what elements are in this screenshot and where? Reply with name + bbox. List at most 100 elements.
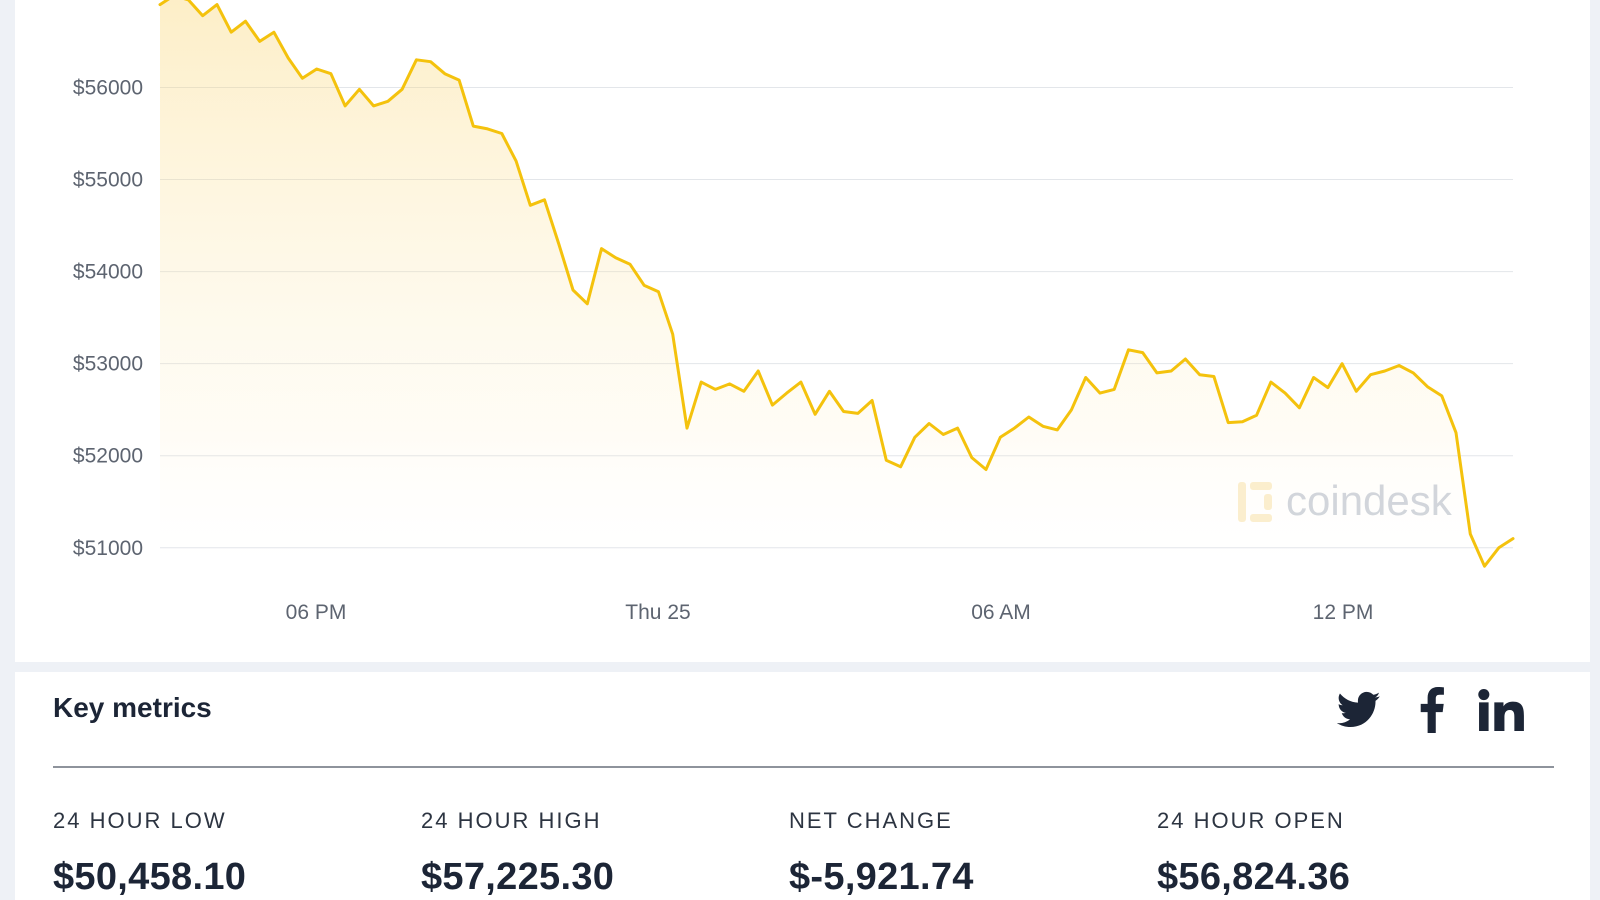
price-point[interactable] (200, 13, 206, 19)
price-point[interactable] (1083, 375, 1089, 381)
price-point[interactable] (599, 246, 605, 252)
price-point[interactable] (1182, 356, 1188, 362)
x-tick-label: 06 PM (286, 601, 347, 624)
price-point[interactable] (328, 71, 334, 77)
price-point[interactable] (428, 59, 434, 65)
price-point[interactable] (1410, 370, 1416, 376)
price-point[interactable] (228, 29, 234, 35)
share-facebook-button[interactable] (1419, 686, 1445, 734)
price-point[interactable] (798, 379, 804, 385)
share-linkedin-button[interactable] (1478, 686, 1524, 734)
price-point[interactable] (413, 57, 419, 63)
price-point[interactable] (1282, 390, 1288, 396)
price-point[interactable] (997, 434, 1003, 440)
price-point[interactable] (456, 77, 462, 83)
price-point[interactable] (1382, 368, 1388, 374)
price-point[interactable] (1111, 386, 1117, 392)
price-point[interactable] (727, 381, 733, 387)
price-point[interactable] (385, 98, 391, 104)
price-point[interactable] (841, 409, 847, 415)
price-point[interactable] (1296, 405, 1302, 411)
price-point[interactable] (613, 255, 619, 261)
price-point[interactable] (470, 123, 476, 129)
price-point[interactable] (826, 388, 832, 394)
price-point[interactable] (1339, 361, 1345, 367)
price-point[interactable] (755, 368, 761, 374)
price-point[interactable] (712, 386, 718, 392)
price-point[interactable] (499, 131, 505, 137)
price-point[interactable] (1439, 393, 1445, 399)
price-chart[interactable]: coindesk $51000 $52000 $53000 $54000 $55000 $… (15, 0, 1590, 662)
y-tick-label: $52000 (73, 445, 143, 468)
price-point[interactable] (1040, 423, 1046, 429)
price-point[interactable] (1140, 350, 1146, 356)
price-point[interactable] (926, 421, 932, 427)
price-point[interactable] (556, 241, 562, 247)
price-point[interactable] (869, 398, 875, 404)
price-point[interactable] (1168, 368, 1174, 374)
price-point[interactable] (157, 2, 163, 8)
price-point[interactable] (1254, 412, 1260, 418)
price-point[interactable] (1467, 531, 1473, 537)
price-point[interactable] (342, 103, 348, 109)
price-point[interactable] (812, 411, 818, 417)
price-point[interactable] (257, 38, 263, 44)
price-point[interactable] (769, 402, 775, 408)
price-point[interactable] (983, 467, 989, 473)
price-point[interactable] (1225, 420, 1231, 426)
price-point[interactable] (684, 425, 690, 431)
price-point[interactable] (1425, 384, 1431, 390)
price-point[interactable] (1311, 375, 1317, 381)
price-point[interactable] (399, 86, 405, 92)
price-point[interactable] (314, 66, 320, 72)
price-point[interactable] (912, 434, 918, 440)
price-point[interactable] (584, 301, 590, 307)
price-point[interactable] (214, 2, 220, 8)
price-point[interactable] (1026, 414, 1032, 420)
price-point[interactable] (1496, 545, 1502, 551)
price-point[interactable] (955, 425, 961, 431)
price-point[interactable] (1211, 374, 1217, 380)
price-point[interactable] (883, 457, 889, 463)
price-point[interactable] (627, 261, 633, 267)
price-point[interactable] (741, 388, 747, 394)
price-point[interactable] (1069, 407, 1075, 413)
price-point[interactable] (670, 331, 676, 337)
price-point[interactable] (1510, 536, 1516, 542)
price-point[interactable] (1197, 372, 1203, 378)
price-point[interactable] (1325, 385, 1331, 391)
share-twitter-button[interactable] (1337, 686, 1381, 734)
price-point[interactable] (356, 86, 362, 92)
price-point[interactable] (442, 71, 448, 77)
price-point[interactable] (1154, 370, 1160, 376)
price-point[interactable] (1482, 563, 1488, 569)
price-point[interactable] (1012, 425, 1018, 431)
price-point[interactable] (1239, 419, 1245, 425)
price-point[interactable] (542, 197, 548, 203)
price-point[interactable] (271, 29, 277, 35)
price-point[interactable] (641, 282, 647, 288)
price-point[interactable] (969, 455, 975, 461)
price-point[interactable] (527, 202, 533, 208)
price-point[interactable] (784, 390, 790, 396)
price-point[interactable] (940, 432, 946, 438)
price-point[interactable] (570, 287, 576, 293)
price-point[interactable] (656, 289, 662, 295)
price-point[interactable] (1126, 347, 1132, 353)
price-point[interactable] (371, 103, 377, 109)
price-point[interactable] (1368, 372, 1374, 378)
price-point[interactable] (898, 464, 904, 470)
price-point[interactable] (299, 75, 305, 81)
price-point[interactable] (485, 126, 491, 132)
price-point[interactable] (1268, 379, 1274, 385)
price-point[interactable] (243, 18, 249, 24)
price-point[interactable] (1353, 388, 1359, 394)
price-point[interactable] (1054, 427, 1060, 433)
price-point[interactable] (855, 410, 861, 416)
price-point[interactable] (285, 55, 291, 61)
price-point[interactable] (1396, 363, 1402, 369)
price-point[interactable] (698, 379, 704, 385)
price-point[interactable] (513, 158, 519, 164)
price-point[interactable] (1453, 430, 1459, 436)
price-point[interactable] (1097, 390, 1103, 396)
